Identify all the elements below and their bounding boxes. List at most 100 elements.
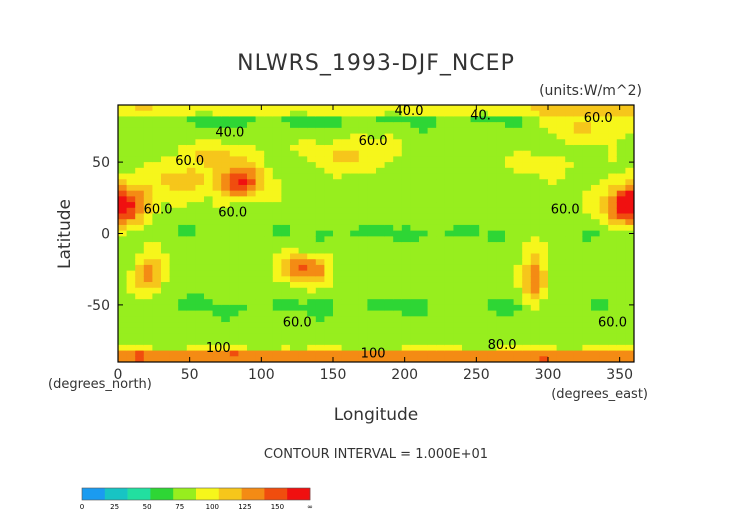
field-cell [401,150,411,157]
field-cell [599,242,609,249]
field-cell [341,299,351,306]
field-cell [178,350,188,357]
field-cell [530,133,540,140]
field-cell [152,264,162,272]
field-cell [341,122,351,129]
field-cell [161,327,171,335]
field-cell [496,287,506,295]
field-cell [178,133,188,140]
field-cell [539,242,549,249]
field-cell [324,144,334,152]
field-cell [126,150,136,157]
field-cell [161,116,171,123]
field-cell [625,333,634,340]
field-cell [358,190,368,197]
field-cell [436,333,446,340]
field-cell [591,327,601,335]
field-cell [229,162,239,169]
field-cell [565,122,575,129]
field-cell [513,299,523,306]
field-cell [410,207,420,215]
field-cell [290,207,300,215]
field-cell [608,259,618,266]
field-cell [212,339,222,346]
field-cell [238,293,248,300]
field-cell [143,190,153,197]
field-cell [238,144,248,152]
field-cell [350,230,360,237]
field-cell [221,282,231,289]
field-cell [505,247,515,255]
field-cell [367,202,377,209]
field-cell [548,230,558,237]
field-cell [315,144,325,152]
field-cell [307,304,317,312]
field-cell [358,110,368,118]
field-cell [143,327,153,335]
field-cell [204,213,214,220]
field-cell [470,264,480,272]
field-cell [522,156,532,163]
field-cell [436,190,446,197]
field-cell [178,282,188,289]
field-cell [591,242,601,249]
field-cell [221,344,231,352]
field-cell [376,190,386,197]
field-cell [324,299,334,306]
field-cell [513,219,523,226]
field-cell [298,270,308,277]
field-cell [539,247,549,255]
field-cell [169,322,179,329]
field-cell [367,339,377,346]
field-cell [118,259,128,266]
field-cell [315,259,325,266]
field-cell [599,127,609,135]
field-cell [556,344,566,352]
field-cell [143,184,153,192]
field-cell [307,110,317,118]
field-cell [169,127,179,135]
field-cell [212,293,222,300]
colorbar-swatch [196,488,220,500]
field-cell [229,230,239,237]
field-cell [599,247,609,255]
field-cell [556,270,566,277]
field-cell [152,253,162,260]
field-cell [548,299,558,306]
field-cell [470,259,480,266]
field-cell [229,293,239,300]
field-cell [255,110,265,118]
field-cell [479,116,489,123]
field-cell [169,264,179,272]
x-tick-label: 100 [248,367,275,383]
field-cell [255,287,265,295]
field-cell [393,150,403,157]
field-cell [384,110,394,118]
field-cell [221,167,231,175]
field-cell [264,344,274,352]
field-cell [307,127,317,135]
field-cell [539,110,549,118]
field-cell [384,139,394,146]
field-cell [315,122,325,129]
field-cell [324,190,334,197]
field-cell [496,150,506,157]
field-cell [281,122,291,129]
field-cell [625,122,634,129]
field-cell [333,299,343,306]
field-cell [496,333,506,340]
field-cell [135,287,145,295]
field-cell [436,276,446,283]
field-cell [186,253,196,260]
field-cell [616,213,626,220]
field-cell [126,116,136,123]
field-cell [169,156,179,163]
field-cell [376,207,386,215]
field-cell [264,276,274,283]
field-cell [625,173,634,180]
field-cell [255,276,265,283]
field-cell [487,327,497,335]
field-cell [221,230,231,237]
field-cell [479,105,489,112]
field-cell [367,356,377,362]
